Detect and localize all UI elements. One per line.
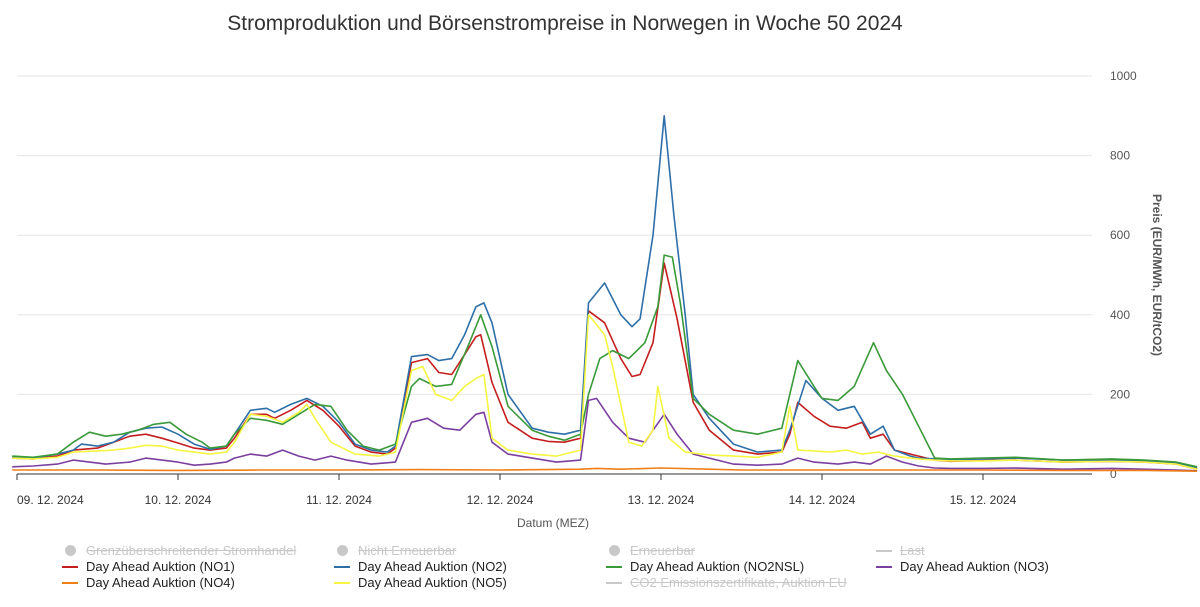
series-line-2[interactable] bbox=[12, 115, 1198, 469]
legend-line-icon bbox=[876, 565, 892, 568]
legend-item-co2[interactable]: CO2 Emissionszertifikate, Auktion EU bbox=[606, 575, 847, 590]
legend-item-no1[interactable]: Day Ahead Auktion (NO1) bbox=[62, 559, 235, 574]
x-tick-label: 14. 12. 2024 bbox=[789, 493, 856, 507]
line-chart: Stromproduktion und Börsenstrompreise in… bbox=[12, 12, 1198, 530]
series-line-1[interactable] bbox=[12, 262, 1198, 470]
legend-item-erneuerbar[interactable]: Erneuerbar bbox=[606, 543, 695, 558]
y-tick-label: 200 bbox=[1110, 387, 1130, 401]
x-tick-label: 09. 12. 2024 bbox=[17, 493, 84, 507]
x-tick-label: 11. 12. 2024 bbox=[306, 493, 372, 507]
series-line-3[interactable] bbox=[12, 254, 1198, 468]
legend-item-no4[interactable]: Day Ahead Auktion (NO4) bbox=[62, 575, 235, 590]
y-tick-label: 800 bbox=[1110, 149, 1130, 163]
x-tick-label: 12. 12. 2024 bbox=[467, 493, 534, 507]
series-line-5[interactable] bbox=[12, 467, 1198, 472]
y-tick-label: 0 bbox=[1110, 467, 1117, 481]
legend-item-last[interactable]: Last bbox=[876, 543, 925, 558]
x-axis-label: Datum (MEZ) bbox=[517, 516, 589, 530]
legend-dot-icon bbox=[65, 545, 76, 556]
legend-line-icon bbox=[606, 581, 622, 584]
y-axis-ticks: 0 200 400 600 800 1000 bbox=[1110, 69, 1137, 481]
grid-lines bbox=[17, 75, 1092, 395]
x-tick-label: 15. 12. 2024 bbox=[950, 493, 1017, 507]
legend-dot-icon bbox=[337, 545, 348, 556]
legend-item-no3[interactable]: Day Ahead Auktion (NO3) bbox=[876, 559, 1049, 574]
series-line-4[interactable] bbox=[12, 397, 1198, 472]
y-tick-label: 1000 bbox=[1110, 69, 1137, 83]
legend-line-icon bbox=[334, 565, 350, 568]
series-group bbox=[12, 115, 1198, 472]
legend-dot-icon bbox=[609, 545, 620, 556]
legend-item-nicht-erneuerbar[interactable]: Nicht Erneuerbar bbox=[334, 543, 456, 558]
series-line-6[interactable] bbox=[12, 314, 1198, 470]
y-tick-label: 400 bbox=[1110, 308, 1130, 322]
legend-item-no2[interactable]: Day Ahead Auktion (NO2) bbox=[334, 559, 507, 574]
legend-item-no2nsl[interactable]: Day Ahead Auktion (NO2NSL) bbox=[606, 559, 804, 574]
legend-item-grenzueberschreitender-stromhandel[interactable]: Grenzüberschreitender Stromhandel bbox=[62, 543, 296, 558]
legend-item-no5[interactable]: Day Ahead Auktion (NO5) bbox=[334, 575, 507, 590]
legend-line-icon bbox=[876, 549, 892, 552]
legend-line-icon bbox=[62, 565, 78, 568]
x-tick-label: 10. 12. 2024 bbox=[145, 493, 212, 507]
legend: Grenzüberschreitender Stromhandel Nicht … bbox=[0, 540, 1200, 600]
legend-line-icon bbox=[62, 581, 78, 584]
y-axis-label: Preis (EUR/MWh, EUR/tCO2) bbox=[1150, 194, 1164, 356]
legend-line-icon bbox=[606, 565, 622, 568]
chart-title: Stromproduktion und Börsenstrompreise in… bbox=[227, 12, 903, 35]
y-tick-label: 600 bbox=[1110, 228, 1130, 242]
x-axis-ticks: 09. 12. 2024 10. 12. 2024 11. 12. 2024 12. … bbox=[16, 474, 1017, 507]
legend-line-icon bbox=[334, 581, 350, 584]
x-tick-label: 13. 12. 2024 bbox=[628, 493, 695, 507]
